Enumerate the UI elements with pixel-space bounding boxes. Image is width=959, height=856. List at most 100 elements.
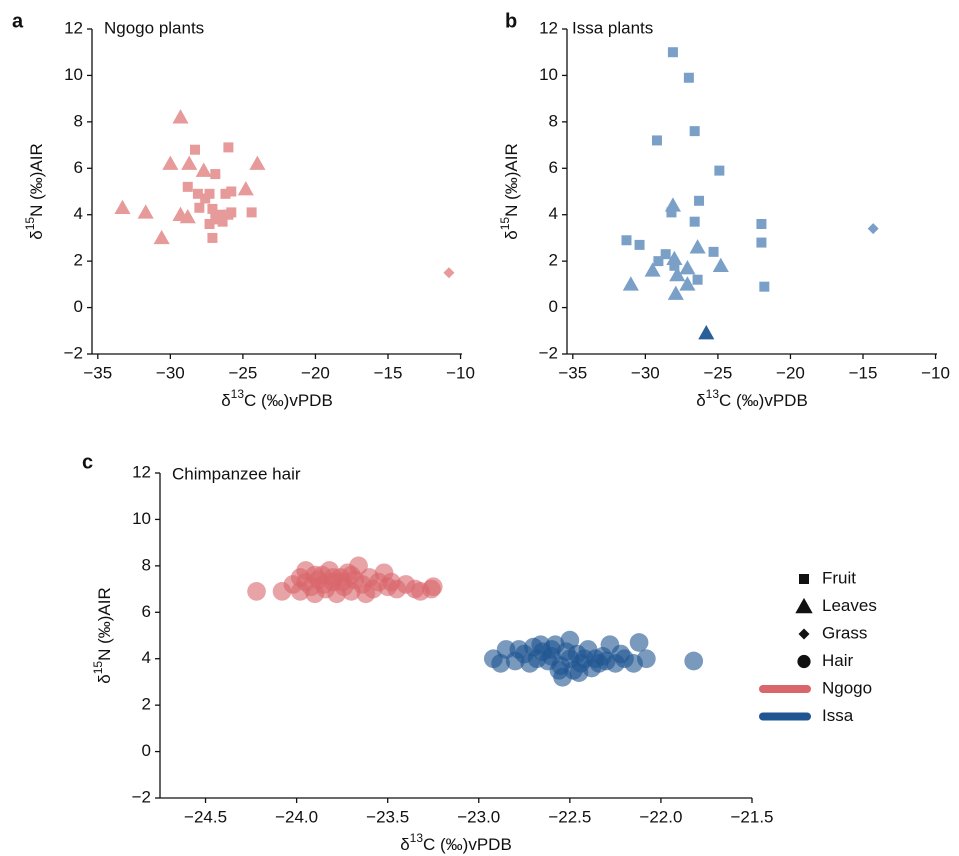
triangle-marker — [195, 162, 212, 177]
triangle-marker — [137, 204, 154, 219]
square-marker — [653, 256, 664, 267]
square-marker — [207, 232, 218, 243]
y-tick-label: 12 — [132, 462, 151, 481]
y-tick-label: 10 — [64, 65, 83, 84]
x-tick-label: −22.0 — [639, 807, 682, 826]
square-marker — [210, 169, 221, 180]
panel-title: Issa plants — [572, 18, 653, 37]
square-marker — [182, 181, 193, 192]
x-tick-label: −10 — [921, 363, 950, 382]
y-axis-label: δ15N (‰)AIR — [91, 587, 114, 684]
triangle-marker — [679, 276, 696, 291]
legend-label: Grass — [822, 623, 867, 642]
diamond-marker — [867, 223, 879, 235]
triangle-marker — [712, 257, 729, 273]
y-tick-label: −2 — [64, 343, 83, 362]
y-tick-label: 0 — [549, 297, 558, 316]
diamond-marker — [443, 267, 455, 279]
y-tick-label: 8 — [142, 555, 151, 574]
square-marker — [200, 193, 211, 204]
square-marker — [194, 202, 205, 213]
legend-label: Ngogo — [822, 678, 872, 697]
circle-marker — [509, 640, 529, 659]
x-tick-label: −24.5 — [184, 807, 227, 826]
y-tick-label: 6 — [74, 158, 83, 177]
square-marker — [694, 195, 705, 206]
y-tick-label: 12 — [539, 18, 558, 37]
y-tick-label: 4 — [142, 648, 151, 667]
y-tick-label: 6 — [549, 158, 558, 177]
circle-marker — [569, 663, 589, 682]
x-axis-label: δ13C (‰)vPDB — [221, 387, 333, 410]
x-tick-label: −30 — [631, 363, 660, 382]
square-marker — [223, 209, 234, 220]
panel-letter: a — [12, 10, 24, 32]
square-marker — [223, 142, 234, 153]
x-tick-label: −24.0 — [275, 807, 318, 826]
panel-letter: b — [505, 10, 517, 32]
y-tick-label: 8 — [74, 111, 83, 130]
y-axis-label: δ15N (‰)AIR — [498, 143, 521, 240]
y-tick-label: 12 — [64, 18, 83, 37]
triangle-marker — [181, 155, 198, 170]
y-tick-label: 4 — [74, 204, 83, 223]
triangle-marker — [153, 229, 170, 245]
square-marker — [714, 165, 725, 176]
square-marker — [689, 216, 700, 227]
circle-marker — [553, 667, 572, 687]
triangle-marker — [698, 325, 715, 340]
y-axis-label: δ15N (‰)AIR — [23, 143, 46, 240]
circle-marker — [423, 577, 443, 597]
square-marker — [207, 203, 218, 214]
legend-label: Fruit — [822, 568, 856, 587]
square-marker — [799, 574, 809, 584]
square-marker — [204, 219, 215, 229]
panel-title: Ngogo plants — [104, 18, 204, 37]
square-marker — [692, 274, 703, 285]
triangle-marker — [795, 597, 813, 614]
circle-marker — [797, 654, 811, 669]
x-axis-label: δ13C (‰)vPDB — [400, 831, 512, 854]
square-marker — [220, 188, 231, 199]
square-marker — [621, 235, 632, 246]
x-tick-label: −20 — [776, 363, 805, 382]
x-tick-label: −22.5 — [548, 807, 591, 826]
x-tick-label: −25 — [228, 363, 257, 382]
square-marker — [689, 126, 700, 137]
triangle-marker — [249, 155, 266, 170]
triangle-marker — [669, 267, 686, 282]
y-tick-label: 4 — [549, 204, 558, 223]
triangle-marker — [179, 208, 196, 224]
y-tick-label: 10 — [539, 65, 558, 84]
square-marker — [192, 188, 203, 199]
x-tick-label: −15 — [374, 363, 403, 382]
triangle-marker — [689, 239, 706, 254]
x-tick-label: −30 — [156, 363, 185, 382]
x-tick-label: −10 — [446, 363, 475, 382]
circle-marker — [684, 651, 704, 671]
circle-marker — [629, 633, 649, 652]
y-tick-label: −2 — [539, 343, 558, 362]
triangle-marker — [679, 260, 696, 275]
square-marker — [756, 237, 767, 248]
y-tick-label: 0 — [74, 297, 83, 316]
x-tick-label: −21.5 — [730, 807, 773, 826]
circle-marker — [560, 630, 580, 650]
y-tick-label: 2 — [142, 695, 151, 714]
square-marker — [246, 207, 257, 218]
diamond-marker — [798, 628, 810, 640]
triangle-marker — [162, 155, 179, 170]
x-tick-label: −35 — [558, 363, 587, 382]
y-tick-label: −2 — [132, 787, 151, 806]
square-marker — [651, 135, 662, 146]
circle-marker — [341, 565, 361, 585]
legend-label: Issa — [822, 706, 854, 725]
x-tick-label: −35 — [83, 363, 112, 382]
x-tick-label: −20 — [301, 363, 330, 382]
x-tick-label: −15 — [849, 363, 878, 382]
circle-marker — [637, 649, 656, 669]
circle-marker — [290, 582, 310, 601]
triangle-marker — [114, 199, 131, 214]
